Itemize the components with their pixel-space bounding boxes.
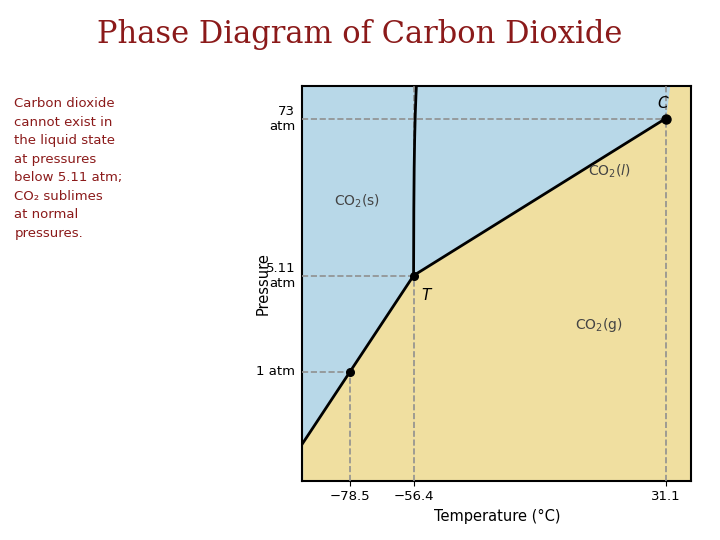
Text: CO$_2$(g): CO$_2$(g) bbox=[575, 316, 623, 334]
Text: Carbon dioxide
cannot exist in
the liquid state
at pressures
below 5.11 atm;
CO₂: Carbon dioxide cannot exist in the liqui… bbox=[14, 97, 122, 240]
Text: CO$_2$(s): CO$_2$(s) bbox=[334, 193, 380, 210]
Text: $T$: $T$ bbox=[420, 287, 433, 303]
Text: $C$: $C$ bbox=[657, 95, 670, 111]
Text: Pressure: Pressure bbox=[256, 252, 270, 315]
X-axis label: Temperature (°C): Temperature (°C) bbox=[433, 509, 560, 524]
Text: 73
atm: 73 atm bbox=[269, 105, 295, 133]
Polygon shape bbox=[302, 71, 417, 522]
Text: Phase Diagram of Carbon Dioxide: Phase Diagram of Carbon Dioxide bbox=[97, 19, 623, 50]
Text: 5.11
atm: 5.11 atm bbox=[266, 261, 295, 289]
Text: CO$_2$($\it{l}$): CO$_2$($\it{l}$) bbox=[588, 163, 630, 180]
Polygon shape bbox=[413, 71, 671, 275]
Text: 1 atm: 1 atm bbox=[256, 366, 295, 379]
